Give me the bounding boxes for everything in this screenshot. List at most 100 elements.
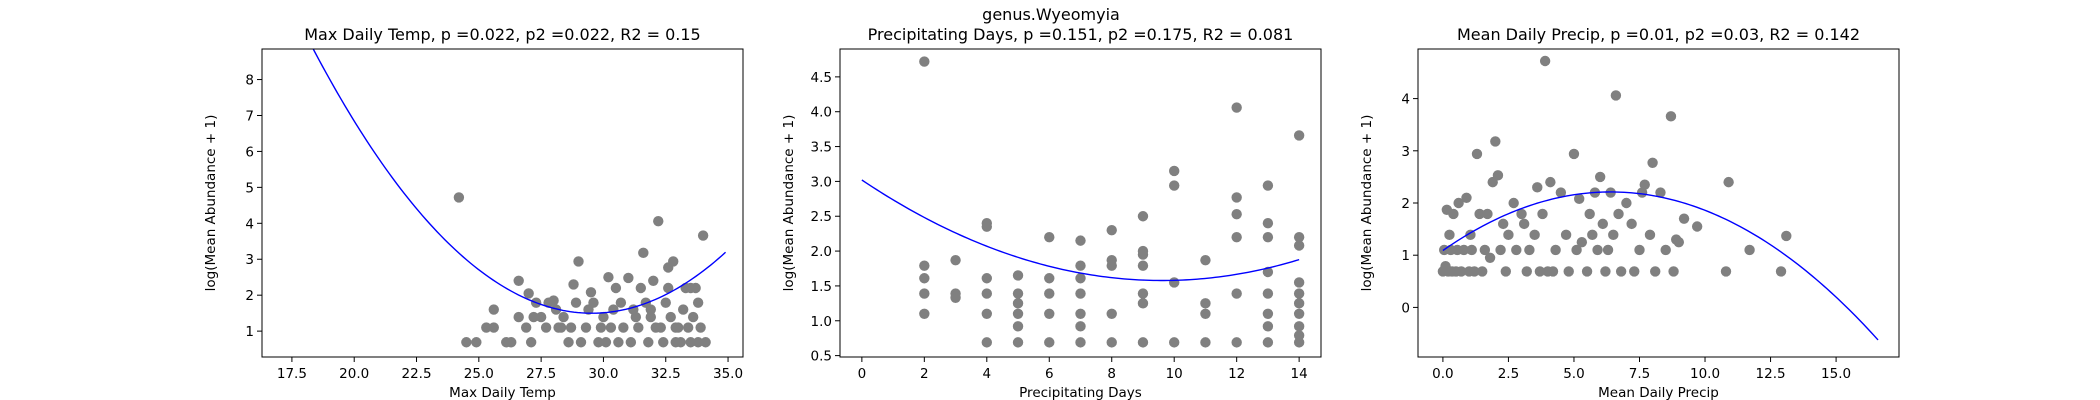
x-tick-label: 4 <box>983 366 992 382</box>
x-tick-label: 15.0 <box>1821 366 1851 382</box>
x-tick-label: 30.0 <box>588 366 618 382</box>
data-point <box>513 311 524 323</box>
data-point <box>1012 298 1024 309</box>
y-tick-label: 8 <box>245 73 254 89</box>
data-point <box>663 262 674 273</box>
chart-title: Precipitating Days, p =0.151, p2 =0.175,… <box>868 25 1294 44</box>
fit-curve <box>1442 191 1879 341</box>
data-point <box>919 308 930 319</box>
data-point <box>663 282 674 294</box>
data-point <box>665 311 676 323</box>
data-point <box>613 337 624 348</box>
data-point <box>685 282 696 294</box>
data-point <box>1492 170 1504 181</box>
data-point <box>1516 208 1527 220</box>
data-point <box>950 254 961 266</box>
data-point <box>1587 229 1598 241</box>
data-point <box>1775 266 1787 277</box>
data-point <box>1044 231 1055 243</box>
data-point <box>1012 270 1024 281</box>
x-tick-label: 6 <box>1045 366 1054 382</box>
data-point <box>1231 288 1242 299</box>
data-point <box>555 322 567 333</box>
data-point <box>1262 266 1274 278</box>
axes-frame <box>839 48 1322 358</box>
axes-frame <box>261 48 744 358</box>
data-point <box>1647 157 1658 168</box>
chart-title: Mean Daily Precip, p =0.01, p2 =0.03, R2… <box>1457 25 1860 44</box>
y-tick-label: 2.0 <box>811 244 832 260</box>
data-point <box>623 272 634 284</box>
data-point <box>608 304 619 315</box>
data-point <box>1293 240 1305 251</box>
fit-curve <box>861 179 1300 282</box>
data-point <box>1169 165 1180 177</box>
data-point <box>1448 208 1459 220</box>
data-points <box>919 56 1305 348</box>
data-point <box>1550 244 1561 256</box>
data-point <box>570 297 582 308</box>
data-point <box>677 304 689 315</box>
data-point <box>1200 298 1211 309</box>
data-point <box>1262 218 1274 229</box>
data-point <box>548 295 559 306</box>
data-point <box>682 322 694 333</box>
data-point <box>1293 298 1305 309</box>
data-point <box>558 311 569 323</box>
data-point <box>1720 266 1732 277</box>
data-point <box>600 337 612 348</box>
y-tick-label: 4 <box>245 216 254 232</box>
data-point <box>981 273 992 284</box>
data-point <box>1484 252 1496 264</box>
x-tick-label: 20.0 <box>339 366 369 382</box>
data-point <box>1497 218 1509 230</box>
data-point <box>1044 273 1055 284</box>
data-point <box>1262 337 1274 348</box>
data-point <box>528 311 539 323</box>
data-point <box>1584 208 1595 220</box>
data-point <box>643 337 654 348</box>
data-point <box>1490 136 1501 147</box>
data-point <box>700 337 711 348</box>
data-point <box>595 322 607 333</box>
data-point <box>1621 197 1632 209</box>
x-axis-label: Mean Daily Precip <box>1598 385 1719 400</box>
data-point <box>1508 197 1519 209</box>
data-point <box>610 282 622 294</box>
y-tick-label: 0 <box>1401 300 1410 316</box>
data-point <box>1075 337 1086 348</box>
data-point <box>523 288 534 299</box>
data-point <box>1634 244 1645 256</box>
data-point <box>1644 229 1656 241</box>
y-tick-label: 5 <box>245 180 254 196</box>
data-point <box>1597 218 1609 230</box>
y-tick-label: 2 <box>245 288 254 304</box>
data-point <box>520 322 532 333</box>
data-point <box>540 322 552 333</box>
data-point <box>1511 244 1522 256</box>
y-tick-label: 1.0 <box>811 314 832 330</box>
data-point <box>1691 221 1703 232</box>
data-point <box>1466 244 1477 256</box>
data-point <box>919 260 930 271</box>
data-point <box>1137 260 1149 271</box>
data-point <box>1495 244 1506 256</box>
data-point <box>633 322 644 333</box>
data-point <box>461 337 472 348</box>
data-point <box>1106 337 1117 348</box>
data-point <box>1479 244 1491 256</box>
data-point <box>1594 171 1606 183</box>
chart-panels: Max Daily Temp, p =0.022, p2 =0.022, R2 … <box>203 25 1900 400</box>
y-axis-label: log(Mean Abundance + 1) <box>1359 115 1375 292</box>
data-point <box>919 56 930 67</box>
data-point <box>1106 308 1117 319</box>
data-point <box>565 322 577 333</box>
y-tick-label: 4 <box>1401 92 1410 108</box>
x-axis-label: Precipitating Days <box>1019 385 1142 400</box>
y-axis-label: log(Mean Abundance + 1) <box>203 115 219 292</box>
data-point <box>1655 187 1666 198</box>
data-point <box>1075 288 1086 299</box>
y-tick-label: 7 <box>245 108 254 124</box>
x-tick-label: 8 <box>1107 366 1116 382</box>
